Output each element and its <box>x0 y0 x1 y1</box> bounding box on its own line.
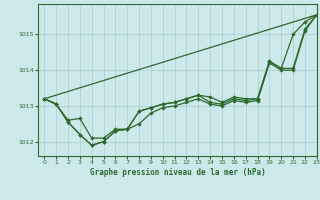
X-axis label: Graphe pression niveau de la mer (hPa): Graphe pression niveau de la mer (hPa) <box>90 168 266 177</box>
